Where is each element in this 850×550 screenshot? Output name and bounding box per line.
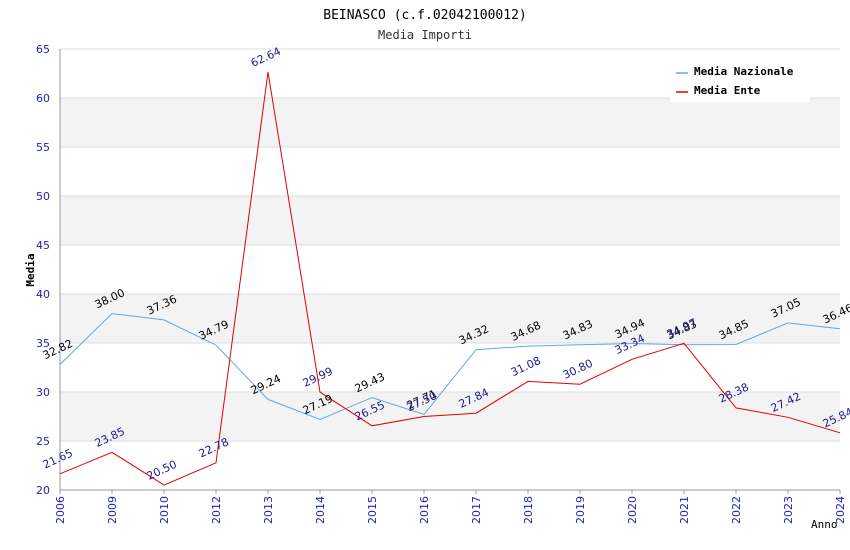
y-tick-label: 30 [36,386,50,399]
x-tick-label: 2015 [366,496,379,524]
y-tick-label: 20 [36,484,50,497]
x-tick-label: 2022 [730,496,743,524]
x-tick-label: 2016 [418,496,431,524]
plot-band [60,343,840,392]
plot-bands [60,49,840,490]
x-tick-label: 2021 [678,496,691,524]
x-tick-label: 2014 [314,496,327,524]
x-tick-labels: 2006 2009 2010 2012 2013 2014 2015 2016 2017 2018… [54,490,847,524]
y-tick-label: 55 [36,141,50,154]
y-tick-label: 65 [36,43,50,56]
plot-band [60,441,840,490]
x-tick-label: 2013 [262,496,275,524]
plot-band [60,147,840,196]
y-tick-labels: 20 25 30 35 40 45 50 55 60 65 [36,43,50,497]
x-axis-label: Anno [811,518,838,531]
x-tick-label: 2017 [470,496,483,524]
legend: Media Nazionale Media Ente [670,60,810,102]
y-tick-label: 25 [36,435,50,448]
y-tick-label: 60 [36,92,50,105]
plot-band [60,294,840,343]
x-tick-label: 2012 [210,496,223,524]
x-tick-label: 2006 [54,496,67,524]
x-tick-label: 2009 [106,496,119,524]
chart-title: BEINASCO (c.f.02042100012) [323,8,527,23]
y-tick-label: 40 [36,288,50,301]
plot-band [60,245,840,294]
x-tick-label: 2018 [522,496,535,524]
series-lines [59,72,841,486]
legend-label-media-nazionale: Media Nazionale [694,65,794,78]
x-tick-label: 2023 [782,496,795,524]
legend-label-media-ente: Media Ente [694,84,761,97]
chart-subtitle: Media Importi [378,28,472,42]
plot-band [60,392,840,441]
y-tick-label: 35 [36,337,50,350]
plot-band [60,98,840,147]
y-axis-label: Media [24,253,37,286]
y-tick-label: 50 [36,190,50,203]
x-tick-label: 2020 [626,496,639,524]
y-tick-label: 45 [36,239,50,252]
legend-box [670,60,810,102]
series-line-media-ente [59,72,841,486]
x-tick-label: 2024 [834,496,847,524]
x-tick-label: 2010 [158,496,171,524]
plot-band [60,196,840,245]
series-line-media-nazionale [59,313,841,421]
x-tick-label: 2019 [574,496,587,524]
